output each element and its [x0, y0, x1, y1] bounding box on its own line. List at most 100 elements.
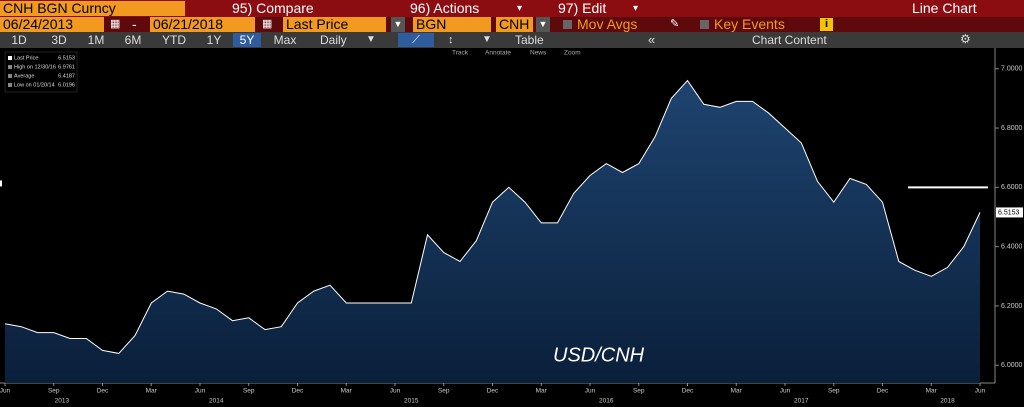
info-icon[interactable]: i	[820, 18, 833, 31]
pencil-icon[interactable]: ✎	[670, 18, 680, 30]
legend-label: High on 12/30/16	[14, 64, 56, 70]
x-tick-label: Mar	[341, 388, 353, 395]
arrow: ▾	[517, 3, 523, 14]
x-tick-label: Sep	[633, 388, 645, 395]
arrow: ▾	[633, 3, 639, 14]
x-tick-label: Dec	[682, 388, 694, 395]
x-tick-label: Dec	[487, 388, 499, 395]
x-tick-label: Jun	[975, 388, 986, 395]
edit-menu[interactable]: 97) Edit	[558, 0, 607, 16]
dropdown[interactable]: ▼	[536, 17, 550, 32]
settings-bar: 06/24/2013 ▦ - 06/21/2018 ▦ Last Price ▼…	[0, 17, 1024, 32]
frequency-select[interactable]: Daily	[320, 33, 347, 47]
checkbox[interactable]	[700, 20, 709, 29]
legend-value: 6.5153	[58, 55, 75, 61]
period-button[interactable]: 3D	[51, 33, 67, 47]
x-tick-label: Mar	[731, 388, 743, 395]
line	[4, 79, 981, 354]
x-year-label: 2016	[599, 398, 614, 405]
legend-label: Last Price	[14, 55, 38, 61]
x-tick-label: Sep	[438, 388, 450, 395]
chart-type[interactable]: Line Chart	[912, 0, 977, 16]
x-tick-label: Dec	[292, 388, 304, 395]
legend-box	[4, 51, 78, 93]
period-button[interactable]: Max	[273, 33, 297, 47]
period-button[interactable]: 1M	[87, 33, 105, 47]
period-button[interactable]: 1Y	[206, 33, 222, 47]
currency-field[interactable]: CNH	[496, 17, 533, 32]
arrow: ▼	[482, 34, 492, 45]
actions-menu[interactable]: 96) Actions	[410, 0, 480, 16]
period-button[interactable]: YTD	[162, 33, 186, 47]
end-date[interactable]: 06/21/2018	[150, 17, 255, 32]
tool-button[interactable]: News	[530, 50, 547, 57]
y-tick-label: 6.8000	[1001, 125, 1023, 132]
key-events[interactable]: Key Events	[714, 16, 785, 32]
tool-button[interactable]: Zoom	[564, 50, 581, 57]
y-tick-label: 6.6000	[1001, 184, 1023, 191]
x-tick-label: Jun	[585, 388, 596, 395]
last-price-label: 6.5153	[998, 209, 1020, 216]
series-annotation: USD/CNH	[553, 344, 645, 366]
x-year-label: 2013	[55, 398, 70, 405]
calendar-icon[interactable]: ▦	[262, 18, 273, 30]
x-year-label: 2018	[940, 398, 955, 405]
security-field[interactable]: CNH BGN Curncy	[0, 1, 185, 16]
tool-button[interactable]: Annotate	[485, 50, 511, 57]
mov-avgs[interactable]: Mov Avgs	[577, 16, 638, 32]
line-chart-icon[interactable]: ⟋	[398, 33, 434, 47]
y-tick-label: 6.2000	[1001, 303, 1023, 310]
chart-content-button[interactable]: Chart Content	[752, 33, 827, 47]
legend-swatch	[8, 65, 12, 69]
legend-value: 6.4187	[58, 73, 75, 79]
left-marker	[0, 180, 2, 187]
period-button[interactable]: 5Y	[233, 33, 261, 47]
legend-label: Low on 01/20/14	[14, 82, 55, 88]
bar-icon[interactable]: ↕	[448, 34, 454, 46]
collapse-button[interactable]: «	[648, 32, 656, 47]
x-year-label: 2015	[404, 398, 419, 405]
y-tick-label: 7.0000	[1001, 66, 1023, 73]
period-button[interactable]: 6M	[124, 33, 142, 47]
y-tick-label: 6.0000	[1001, 362, 1023, 369]
legend-value: 6.0196	[58, 82, 75, 88]
field-select[interactable]: Last Price	[283, 17, 386, 32]
tool-button[interactable]: Track	[452, 50, 469, 57]
x-tick-label: Sep	[48, 388, 60, 395]
x-tick-label: Mar	[926, 388, 938, 395]
table-button[interactable]: Table	[515, 33, 544, 47]
x-tick-label: Sep	[828, 388, 840, 395]
x-year-label: 2017	[794, 398, 809, 405]
x-tick-label: Dec	[877, 388, 889, 395]
chart: Track Annotate News Zoom 6.0000 6.2000 6.4000 6…	[0, 48, 1023, 405]
x-year-label: 2014	[209, 398, 224, 405]
legend-label: Average	[14, 73, 34, 79]
calendar-icon[interactable]: ▦	[110, 18, 121, 30]
source-field[interactable]: BGN	[413, 17, 491, 32]
area	[5, 80, 980, 383]
legend-swatch	[8, 74, 12, 78]
legend-swatch	[8, 56, 12, 60]
y-tick-label: 6.4000	[1001, 243, 1023, 250]
settings-icon[interactable]: ⚙	[960, 32, 971, 46]
dash: -	[132, 16, 137, 32]
start-date[interactable]: 06/24/2013	[0, 17, 104, 32]
x-tick-label: Sep	[243, 388, 255, 395]
period-button[interactable]: 1D	[11, 33, 27, 47]
period-bar: 1D 3D 1M 6M YTD 1Y 5Y Max Daily ▼ ⟋ ↕ ▼ Table « Chart C…	[0, 32, 1024, 48]
dropdown[interactable]: ▼	[391, 17, 405, 32]
compare-menu[interactable]: 95) Compare	[232, 0, 314, 16]
x-tick-label: Mar	[536, 388, 548, 395]
legend-value: 6.9761	[58, 64, 75, 70]
checkbox[interactable]	[563, 20, 572, 29]
x-tick-label: Jun	[390, 388, 401, 395]
legend-swatch	[8, 83, 12, 87]
x-tick-label: Jun	[780, 388, 791, 395]
x-tick-label: Jun	[0, 388, 11, 395]
arrow: ▼	[366, 34, 376, 45]
last-price-tag	[996, 207, 1023, 218]
x-tick-label: Jun	[195, 388, 206, 395]
x-tick-label: Mar	[146, 388, 158, 395]
x-tick-label: Dec	[97, 388, 109, 395]
